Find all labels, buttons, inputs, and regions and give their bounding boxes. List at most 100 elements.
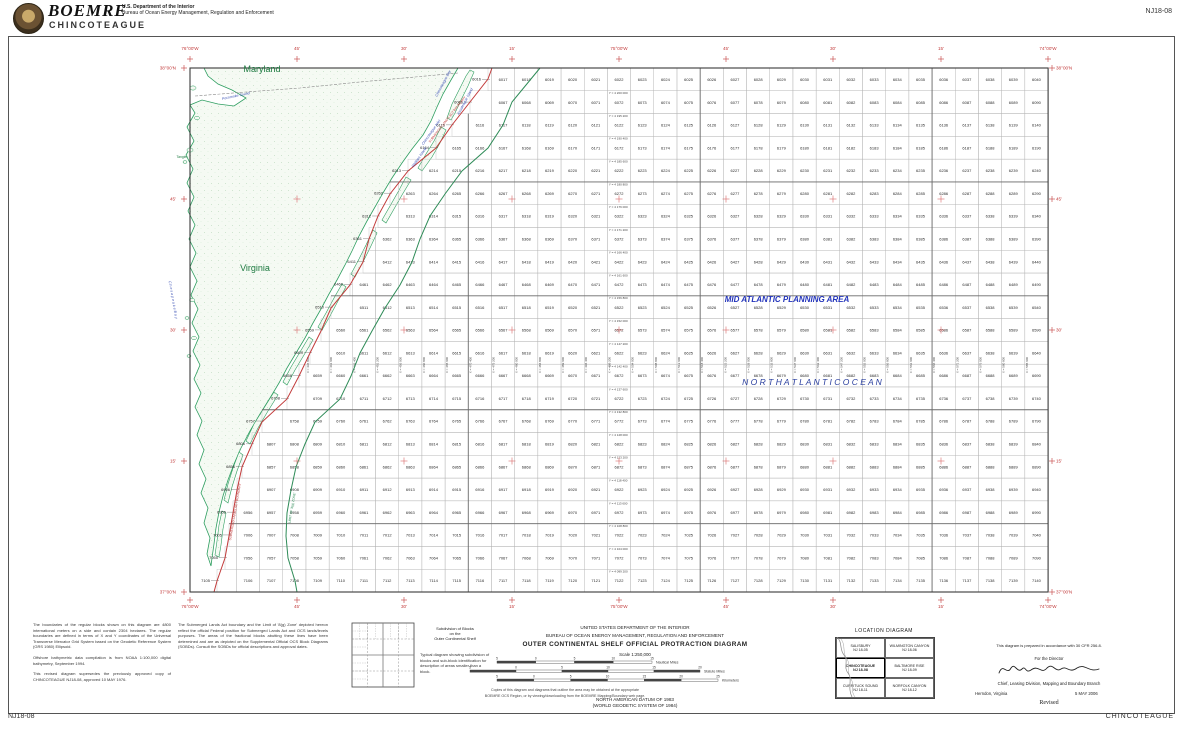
block-number: 6865 [452, 464, 462, 469]
block-number: 6827 [731, 442, 741, 447]
block-number: 6912 [383, 487, 393, 492]
block-number: 6886 [939, 464, 949, 469]
block-number: 7111 [360, 578, 369, 583]
block-number: 6671 [591, 373, 601, 378]
block-number: 6985 [916, 510, 926, 515]
block-number: 6040 [1032, 77, 1042, 82]
block-number: 6438 [986, 259, 996, 264]
block-number: 7056 [244, 555, 254, 560]
utm-northing-label: Y = 4 166 400 [609, 251, 628, 255]
block-number: 6090 [1032, 100, 1042, 105]
block-number: 6808 [290, 442, 300, 447]
block-number: 6273 [638, 191, 648, 196]
block-number: 6269 [545, 191, 555, 196]
utm-northing-label: Y = 4 200 000 [609, 91, 628, 95]
block-number: 6867 [499, 464, 509, 469]
utm-northing-label: Y = 4 190 400 [609, 137, 628, 141]
block-number: 6126 [707, 123, 717, 128]
block-number: 6538 [986, 305, 996, 310]
block-number: 6329 [777, 214, 787, 219]
block-number: 6623 [638, 350, 648, 355]
block-number: 6417 [499, 259, 509, 264]
block-number: 7034 [893, 533, 903, 538]
block-number: 6423 [638, 259, 648, 264]
block-number: 6283 [870, 191, 880, 196]
block-number: 6710 [336, 396, 346, 401]
block-number: 6560 [336, 328, 346, 333]
longitude-label-bottom: 15' [938, 604, 944, 609]
block-number: 6224 [661, 168, 671, 173]
block-number: 7126 [707, 578, 717, 583]
utm-northing-label: Y = 4 137 600 [609, 387, 628, 391]
block-number: 6380 [800, 236, 810, 241]
block-number: 6673 [638, 373, 648, 378]
block-number: 6956 [244, 510, 254, 515]
block-number: 6717 [499, 396, 509, 401]
block-number: 6832 [846, 442, 856, 447]
graticule: 76°00'W 76°00'W 45' 45' 30' 30' 15' 15' 75°00'W 7… [160, 46, 1073, 609]
block-number: 7062 [383, 555, 393, 560]
block-number: 6779 [777, 419, 787, 424]
block-number: 6336 [939, 214, 949, 219]
block-number: 6878 [754, 464, 764, 469]
subdivision-note: Typical diagram showing subdivision of b… [420, 652, 490, 674]
block-number: 6581 [823, 328, 833, 333]
scale-bar-segment [515, 669, 563, 673]
block-number: 6478 [754, 282, 764, 287]
utm-northing-label: Y = 4 128 000 [609, 433, 628, 437]
latitude-label-right: 15' [1056, 459, 1062, 464]
block-number: 6929 [777, 487, 787, 492]
block-number: 6970 [568, 510, 578, 515]
block-number: 6318 [522, 214, 532, 219]
block-number: 6730 [800, 396, 810, 401]
block-number: 6872 [615, 464, 625, 469]
block-number: 6529 [777, 305, 787, 310]
partial-block-leader-label: 6806 [236, 441, 246, 446]
state-label-virginia: Virginia [240, 263, 270, 273]
block-number: 6640 [1032, 350, 1042, 355]
block-number: 7011 [360, 533, 369, 538]
block-number: 6625 [684, 350, 694, 355]
block-number: 6674 [661, 373, 671, 378]
location-diagram-coastline [836, 637, 856, 697]
block-number: 6972 [615, 510, 625, 515]
block-number: 6364 [429, 236, 439, 241]
block-number: 6683 [870, 373, 880, 378]
block-number: 6028 [754, 77, 764, 82]
block-number: 6587 [962, 328, 972, 333]
block-number: 7109 [313, 578, 323, 583]
block-number: 6239 [1009, 168, 1019, 173]
datum-line1: NORTH AMERICAN DATUM OF 1983 [596, 697, 674, 702]
block-number: 6071 [591, 100, 601, 105]
block-number: 6075 [684, 100, 694, 105]
block-number: 6579 [777, 328, 787, 333]
block-number: 6780 [800, 419, 810, 424]
block-number: 7024 [661, 533, 671, 538]
utm-easting-label: X = 518 400 [700, 357, 704, 374]
block-number: 6032 [846, 77, 856, 82]
block-number: 7123 [638, 578, 648, 583]
block-number: 7012 [383, 533, 393, 538]
block-number: 6173 [638, 145, 648, 150]
block-number: 6937 [962, 487, 972, 492]
block-number: 6859 [313, 464, 323, 469]
block-number: 6425 [684, 259, 694, 264]
block-number: 6831 [823, 442, 833, 447]
block-number: 6275 [684, 191, 694, 196]
sheet-code-footer: NJ18-08 [8, 713, 35, 720]
scale-bar-number: 15 [643, 675, 647, 679]
block-number: 6520 [568, 305, 578, 310]
scale-bar-number: 10 [606, 666, 610, 670]
block-number: 6824 [661, 442, 671, 447]
block-number: 6170 [568, 145, 578, 150]
block-number: 6415 [452, 259, 462, 264]
block-number: 6889 [1009, 464, 1019, 469]
utm-northing-label: Y = 4 180 800 [609, 182, 628, 186]
block-number: 6268 [522, 191, 532, 196]
partial-block [469, 90, 492, 114]
scale-bar-unit: Nautical Miles [656, 660, 679, 664]
block-number: 6481 [823, 282, 833, 287]
location-cell: BALTIMORE RISE NJ 18-09 [885, 658, 934, 678]
block-number: 6180 [800, 145, 810, 150]
